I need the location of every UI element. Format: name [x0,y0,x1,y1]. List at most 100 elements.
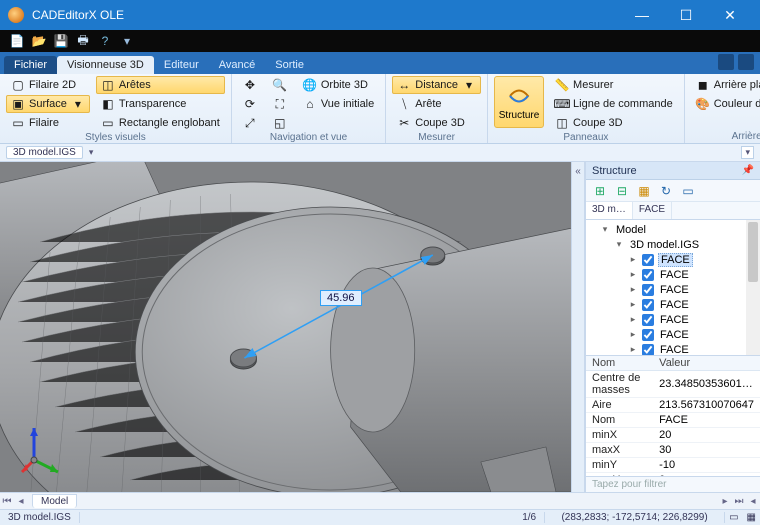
ribbon-group-mesurer: ↔Distance▾ ⧹Arête ✂Coupe 3D Mesurer [386,74,488,143]
ligne-commande-button[interactable]: ⌨Ligne de commande [550,95,678,113]
ribbon-group-styles: ▢Filaire 2D ▣Surface▾ ▭Filaire ◫Arêtes ◧… [0,74,232,143]
tree-file[interactable]: 3D model.IGS [628,239,701,251]
prop-row: Centre de masses23.34850353601… [586,371,760,398]
collapse-all-icon[interactable]: ⊟ [614,183,630,199]
status-icon-2[interactable]: ▦ [743,512,760,523]
qat-new-icon[interactable]: 📄 [8,32,26,50]
nav-icon-3[interactable]: ⤢ [238,114,262,132]
tree-check[interactable] [642,314,654,326]
tree-check[interactable] [642,254,654,266]
structure-big-button[interactable]: Structure [494,76,544,128]
tree-root[interactable]: Model [614,224,648,236]
rotate-icon: ⟳ [243,97,257,111]
arriere-plan-noir-button[interactable]: ◼Arrière plan noir [691,76,760,94]
nav-icon-4[interactable]: 🔍 [268,76,292,94]
tree-face[interactable]: FACE [658,299,691,311]
tab-fichier[interactable]: Fichier [4,56,57,74]
rectangle-englobant-button[interactable]: ▭Rectangle englobant [96,114,225,132]
coupe-3d-panel-button[interactable]: ◫Coupe 3D [550,114,678,132]
props-header-valeur: Valeur [653,356,760,371]
filaire-icon: ▭ [11,116,25,130]
doctab-dropdown-icon[interactable]: ▾ [89,147,94,158]
expand-all-icon[interactable]: ⊞ [592,183,608,199]
qat-help-icon[interactable]: ? [96,32,114,50]
tree-face[interactable]: FACE [658,269,691,281]
view-icon: ◱ [273,116,287,130]
couleur-arriere-button[interactable]: 🎨Couleur d'arrière-plan [691,95,760,113]
qat-dropdown-icon[interactable]: ▾ [118,32,136,50]
props-filter[interactable]: Tapez pour filtrer [586,476,760,492]
tree-face[interactable]: FACE [658,344,691,356]
coupe-3d-button[interactable]: ✂Coupe 3D [392,114,481,132]
mesurer-panel-button[interactable]: 📏Mesurer [550,76,678,94]
vue-initiale-button[interactable]: ⌂Vue initiale [298,95,379,113]
group-label-panneaux: Panneaux [494,132,678,144]
props-header-nom: Nom [586,356,653,371]
structure-tab-3dm[interactable]: 3D m… [586,202,633,219]
section-icon: ✂ [397,116,411,130]
model-tabstrip: ⏮ ◂ Model ▸ ⏭ ◂ [0,492,760,509]
tab-nav-next[interactable]: ▸ [718,496,732,507]
distance-button[interactable]: ↔Distance▾ [392,76,481,94]
tree-check[interactable] [642,269,654,281]
document-tab[interactable]: 3D model.IGS [6,146,83,159]
arete-button[interactable]: ⧹Arête [392,95,481,113]
ribbon-help-icon[interactable] [718,54,734,70]
qat-print-icon[interactable]: 🖶 [74,32,92,50]
status-icon-1[interactable]: ▭ [725,512,742,523]
orbite-3d-button[interactable]: 🌐Orbite 3D [298,76,379,94]
properties-grid: NomValeur Centre de masses23.34850353601… [586,355,760,476]
side-gutter: « [571,162,585,492]
filaire-button[interactable]: ▭Filaire [6,114,90,132]
tree-check[interactable] [642,284,654,296]
tree-face[interactable]: FACE [658,284,691,296]
tab-nav-first[interactable]: ⏮ [0,496,14,507]
tab-sortie[interactable]: Sortie [265,56,314,74]
tree-face[interactable]: FACE [658,314,691,326]
structure-tree[interactable]: ▾Model ▾3D model.IGS ▸FACE ▸FACE ▸FACE ▸… [586,220,760,355]
structure-tab-face[interactable]: FACE [633,202,672,219]
document-tabstrip: 3D model.IGS ▾ ▾ [0,144,760,162]
tab-nav-scroll[interactable]: ◂ [746,496,760,507]
minimize-button[interactable]: — [620,0,664,30]
refresh-icon[interactable]: ↻ [658,183,674,199]
transparence-button[interactable]: ◧Transparence [96,95,225,113]
tab-editeur[interactable]: Editeur [154,56,209,74]
nav-icon-2[interactable]: ⟳ [238,95,262,113]
model-tab[interactable]: Model [32,494,77,508]
tree-scrollbar[interactable] [746,220,760,355]
prop-row: NomFACE [586,413,760,428]
section-panel-icon: ◫ [555,116,569,130]
tab-nav-prev[interactable]: ◂ [14,496,28,507]
show-icon[interactable]: ▭ [680,183,696,199]
wireframe-icon: ▢ [11,78,25,92]
tab-visionneuse-3d[interactable]: Visionneuse 3D [57,56,154,74]
tab-avance[interactable]: Avancé [209,56,266,74]
ribbon-collapse-icon[interactable] [738,54,754,70]
blackbg-icon: ◼ [696,78,710,92]
maximize-button[interactable]: ☐ [664,0,708,30]
nav-icon-5[interactable]: ⛶ [268,95,292,113]
qat-save-icon[interactable]: 💾 [52,32,70,50]
filaire-2d-button[interactable]: ▢Filaire 2D [6,76,90,94]
tab-nav-last[interactable]: ⏭ [732,496,746,507]
viewport-3d[interactable]: 45.96 [0,162,571,492]
panel-pin-icon[interactable]: 📌 [742,165,754,176]
doctab-collapse-icon[interactable]: ▾ [741,146,754,159]
toggle-icon[interactable]: ▦ [636,183,652,199]
nav-icon-1[interactable]: ✥ [238,76,262,94]
close-button[interactable]: ✕ [708,0,752,30]
tree-check[interactable] [642,299,654,311]
surface-button[interactable]: ▣Surface▾ [6,95,90,113]
qat-open-icon[interactable]: 📂 [30,32,48,50]
tree-face[interactable]: FACE [658,253,693,267]
prop-row: maxX30 [586,443,760,458]
status-coords: (283,2833; -172,5714; 226,8299) [545,512,725,523]
gutter-up-icon[interactable]: « [575,166,581,177]
tree-face[interactable]: FACE [658,329,691,341]
pan-icon: ✥ [243,78,257,92]
tree-check[interactable] [642,344,654,356]
nav-icon-6[interactable]: ◱ [268,114,292,132]
tree-check[interactable] [642,329,654,341]
aretes-button[interactable]: ◫Arêtes [96,76,225,94]
